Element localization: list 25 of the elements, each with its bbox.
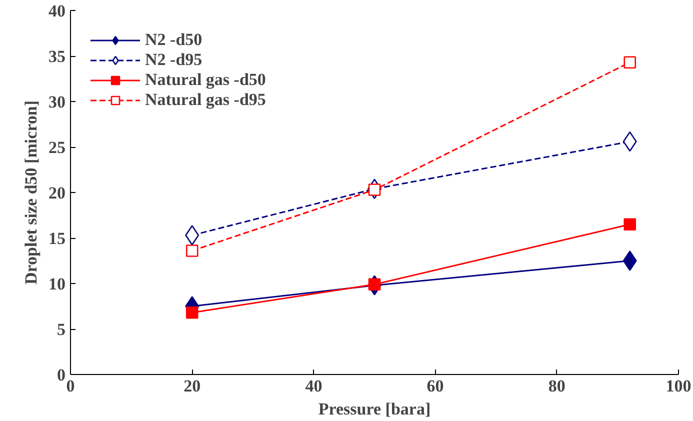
x-tick-label: 100	[666, 376, 692, 396]
x-tick-label: 80	[548, 376, 566, 396]
y-tick-label: 10	[48, 274, 66, 294]
y-tick-label: 15	[48, 229, 66, 248]
point	[624, 56, 636, 69]
legend-label: N2 -d95	[145, 50, 202, 70]
y-tick-label: 5	[57, 320, 66, 339]
y-axis-title: Droplet size d50 [micron]	[22, 100, 40, 284]
y-tick-label: 25	[48, 138, 66, 157]
x-tick-label: 20	[184, 376, 201, 396]
legend-label: Natural gas -d95	[145, 90, 266, 110]
x-tick-label: 40	[305, 376, 322, 396]
point	[186, 244, 198, 257]
y-tick-label: 30	[48, 92, 66, 112]
y-tick-label: 20	[48, 184, 66, 202]
point	[624, 218, 636, 230]
y-tick-label: 40	[48, 2, 66, 20]
x-axis-title: Pressure [bara]	[318, 400, 431, 418]
y-tick-label: 35	[48, 47, 66, 66]
point	[186, 306, 198, 319]
legend-label: Natural gas -d50	[145, 70, 266, 90]
x-tick-label: 60	[426, 376, 444, 396]
legend-label: N2 -d50	[145, 30, 202, 50]
point	[185, 225, 200, 246]
point	[622, 250, 637, 271]
